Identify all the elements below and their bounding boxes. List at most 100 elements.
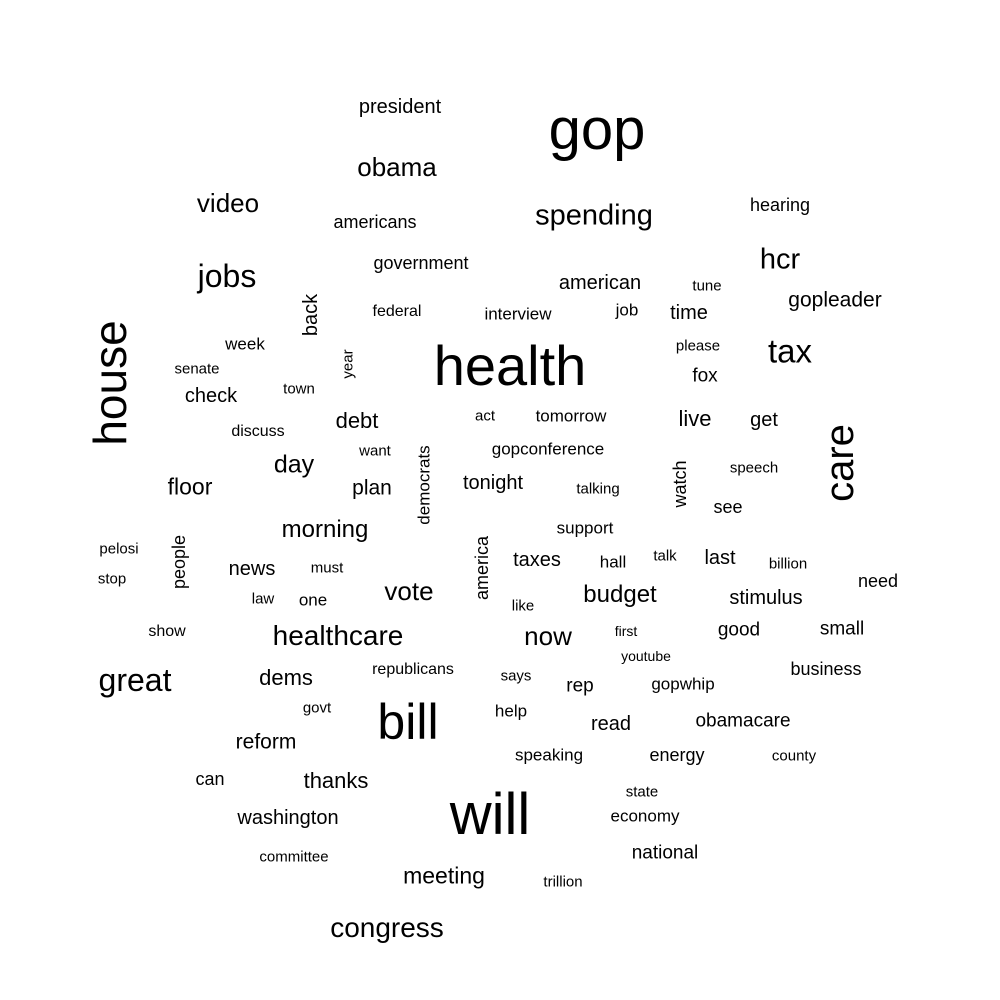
word-news: news	[228, 558, 276, 580]
word-federal: federal	[372, 303, 422, 320]
word-spending: spending	[535, 199, 653, 232]
word-job: job	[615, 300, 639, 320]
word-video: video	[196, 188, 260, 218]
word-week: week	[225, 334, 265, 354]
word-government: government	[373, 253, 469, 273]
word-senate: senate	[174, 360, 220, 378]
word-stop: stop	[97, 570, 127, 588]
word-trillion: trillion	[543, 873, 583, 891]
word-tune: tune	[692, 277, 722, 295]
word-people: people	[169, 534, 189, 590]
word-thanks: thanks	[303, 768, 369, 793]
word-americans: americans	[333, 212, 417, 232]
word-back: back	[300, 293, 322, 337]
word-great: great	[98, 662, 172, 698]
word-speaking: speaking	[514, 745, 584, 765]
word-washington: washington	[237, 807, 339, 829]
word-healthcare: healthcare	[272, 620, 404, 651]
word-health: health	[433, 334, 587, 397]
word-tonight: tonight	[462, 472, 524, 494]
word-support: support	[556, 518, 614, 538]
word-national: national	[631, 842, 699, 864]
word-law: law	[251, 590, 275, 608]
word-govt: govt	[302, 699, 332, 717]
word-jobs: jobs	[197, 258, 257, 294]
word-rep: rep	[566, 675, 594, 697]
word-fox: fox	[692, 365, 718, 387]
word-first: first	[614, 623, 638, 639]
word-show: show	[148, 623, 186, 640]
word-state: state	[625, 783, 659, 801]
word-must: must	[310, 559, 344, 577]
word-billion: billion	[768, 555, 808, 573]
word-like: like	[511, 597, 535, 615]
word-need: need	[857, 571, 899, 591]
word-gop: gop	[548, 97, 646, 162]
word-time: time	[670, 302, 708, 324]
word-debt: debt	[335, 408, 379, 433]
word-republicans: republicans	[372, 661, 454, 678]
word-gopwhip: gopwhip	[651, 674, 715, 694]
word-county: county	[771, 747, 817, 765]
word-democrats: democrats	[414, 445, 434, 525]
word-bill: bill	[377, 694, 439, 750]
word-act: act	[474, 407, 496, 425]
word-see: see	[713, 497, 743, 517]
word-president: president	[358, 96, 442, 118]
word-good: good	[717, 619, 761, 641]
word-talking: talking	[576, 480, 620, 498]
word-small: small	[819, 618, 865, 640]
word-live: live	[678, 406, 712, 431]
word-read: read	[590, 713, 632, 735]
word-want: want	[359, 442, 391, 460]
word-dems: dems	[259, 665, 313, 690]
word-america: america	[472, 535, 492, 601]
word-day: day	[273, 450, 315, 479]
word-energy: energy	[649, 745, 705, 765]
word-year: year	[339, 349, 357, 379]
word-gopconference: gopconference	[491, 439, 605, 459]
word-committee: committee	[259, 848, 329, 866]
word-vote: vote	[384, 576, 434, 606]
word-taxes: taxes	[513, 549, 561, 571]
word-discuss: discuss	[231, 423, 285, 440]
word-care: care	[818, 424, 862, 502]
word-obamacare: obamacare	[695, 710, 791, 732]
word-gopleader: gopleader	[788, 288, 882, 312]
word-last: last	[704, 547, 736, 569]
word-plan: plan	[352, 476, 392, 500]
word-reform: reform	[235, 730, 297, 754]
word-meeting: meeting	[403, 862, 485, 889]
word-tomorrow: tomorrow	[535, 406, 607, 426]
word-will: will	[449, 782, 531, 847]
word-house: house	[84, 320, 136, 446]
word-budget: budget	[583, 581, 657, 608]
word-hearing: hearing	[749, 195, 811, 215]
word-one: one	[298, 590, 328, 610]
word-help: help	[494, 701, 528, 721]
word-congress: congress	[330, 912, 444, 943]
word-get: get	[750, 409, 778, 431]
word-pelosi: pelosi	[99, 540, 139, 558]
word-please: please	[675, 337, 721, 355]
word-now: now	[524, 621, 572, 651]
word-watch: watch	[670, 460, 690, 508]
word-check: check	[184, 385, 238, 407]
word-interview: interview	[484, 304, 552, 324]
word-hcr: hcr	[759, 243, 801, 276]
word-business: business	[790, 659, 862, 679]
word-morning: morning	[281, 516, 369, 543]
word-tax: tax	[767, 332, 813, 370]
word-can: can	[195, 769, 225, 789]
word-floor: floor	[167, 473, 213, 500]
word-speech: speech	[729, 459, 779, 477]
word-american: american	[558, 272, 642, 294]
word-obama: obama	[357, 152, 437, 182]
word-talk: talk	[653, 547, 677, 565]
word-hall: hall	[599, 552, 627, 572]
word-youtube: youtube	[621, 648, 671, 664]
word-economy: economy	[610, 806, 680, 826]
word-stimulus: stimulus	[729, 587, 803, 609]
word-says: says	[500, 667, 532, 685]
